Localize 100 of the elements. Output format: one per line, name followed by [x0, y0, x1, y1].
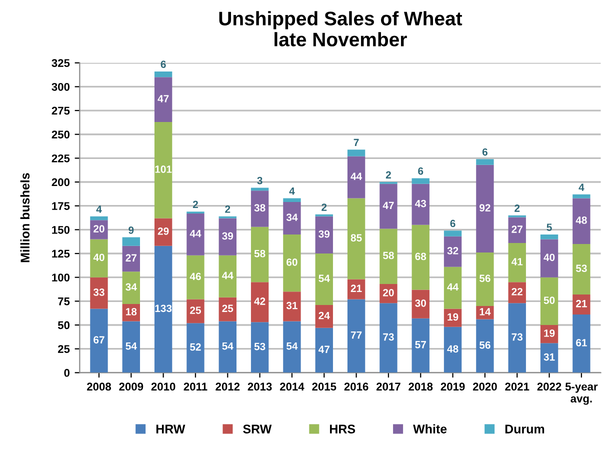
data-label: 67 [94, 336, 104, 344]
data-label: 21 [350, 284, 362, 292]
bar [540, 234, 558, 240]
data-label: 40 [544, 254, 555, 262]
data-label: 47 [318, 346, 330, 353]
bar [412, 318, 430, 373]
bar [154, 77, 172, 122]
bar [444, 266, 462, 309]
bar [90, 277, 108, 309]
data-label: 54 [318, 274, 330, 282]
data-label: 73 [512, 333, 523, 341]
bar [572, 294, 590, 315]
legend-label: HRS [330, 424, 356, 434]
data-label: 2 [192, 200, 198, 208]
bar [186, 299, 204, 324]
bar [508, 243, 526, 282]
bar [315, 304, 333, 328]
data-label: 39 [318, 230, 330, 238]
y-axis-title: Million bushels [20, 173, 30, 262]
data-label: 29 [158, 227, 169, 235]
bar [154, 71, 172, 78]
data-label: 6 [450, 220, 456, 228]
bar [476, 252, 494, 306]
x-tick-label: 2011 [184, 382, 208, 391]
data-label: 40 [93, 254, 104, 262]
bar [412, 290, 430, 318]
data-label: 34 [286, 214, 298, 222]
y-tick-label: 300 [52, 82, 70, 91]
data-label: 32 [447, 247, 458, 254]
bar [218, 255, 236, 298]
data-label: 77 [350, 331, 362, 339]
x-tick-label: 2013 [248, 382, 272, 391]
y-tick-label: 100 [52, 274, 70, 282]
data-label: 2 [322, 204, 327, 211]
bar [572, 194, 590, 198]
bar [122, 272, 140, 304]
bar [476, 159, 494, 165]
data-label: 73 [383, 333, 394, 341]
data-label: 18 [126, 308, 137, 316]
data-label: 21 [576, 300, 587, 308]
data-label: 58 [382, 252, 394, 260]
data-label: 4 [289, 188, 295, 195]
data-label: 20 [383, 288, 394, 296]
data-label: 39 [222, 232, 234, 240]
data-label: 44 [350, 172, 362, 180]
data-label: 22 [512, 288, 522, 296]
bar [572, 198, 590, 244]
data-label: 52 [190, 343, 201, 351]
bar [412, 178, 430, 184]
bar [540, 277, 558, 326]
bar [283, 292, 301, 322]
bar [283, 202, 301, 234]
y-tick-label: 200 [52, 178, 70, 186]
bar [154, 218, 172, 246]
x-tick-label: 2022 [537, 382, 562, 391]
data-label: 6 [482, 148, 488, 156]
data-label: 56 [479, 341, 490, 349]
bar [250, 226, 269, 282]
x-tick-label: 2012 [216, 382, 240, 391]
y-tick-label: 150 [52, 226, 70, 234]
bar [250, 322, 269, 373]
bar [186, 323, 204, 373]
data-label: 20 [94, 225, 104, 232]
y-tick-label: 25 [58, 345, 70, 353]
bar [283, 234, 301, 292]
bar [315, 216, 333, 254]
data-label: 60 [286, 258, 298, 266]
data-label: 53 [576, 264, 587, 272]
bar [476, 164, 494, 253]
data-label: 2 [514, 204, 520, 212]
x-tick-label: 5-year avg. [565, 382, 598, 405]
bar [250, 188, 269, 191]
data-label: 44 [222, 272, 234, 280]
data-label: 27 [126, 254, 136, 262]
bar [122, 321, 140, 373]
bar [444, 236, 462, 267]
y-tick-label: 275 [52, 106, 70, 115]
data-label: 27 [512, 226, 522, 233]
legend-label: HRW [156, 424, 186, 434]
y-tick-label: 325 [52, 59, 70, 68]
data-label: 38 [254, 204, 266, 212]
bar [186, 255, 204, 300]
bar [315, 328, 333, 373]
x-tick-label: 2018 [408, 382, 433, 391]
bar [412, 224, 430, 290]
y-tick-label: 50 [58, 321, 70, 330]
bar [283, 321, 301, 373]
bar [283, 198, 301, 202]
data-label: 54 [126, 342, 137, 350]
bar [444, 326, 462, 373]
data-label: 25 [222, 304, 234, 312]
bar [540, 239, 558, 278]
bar [572, 244, 590, 295]
y-tick-label: 75 [58, 298, 70, 306]
x-tick-label: 2020 [472, 382, 497, 391]
data-label: 19 [544, 329, 555, 337]
y-tick-label: 125 [52, 250, 70, 258]
bar [315, 254, 333, 305]
data-label: 101 [155, 166, 172, 173]
chart-title: Unshipped Sales of Wheat late November [219, 11, 462, 46]
